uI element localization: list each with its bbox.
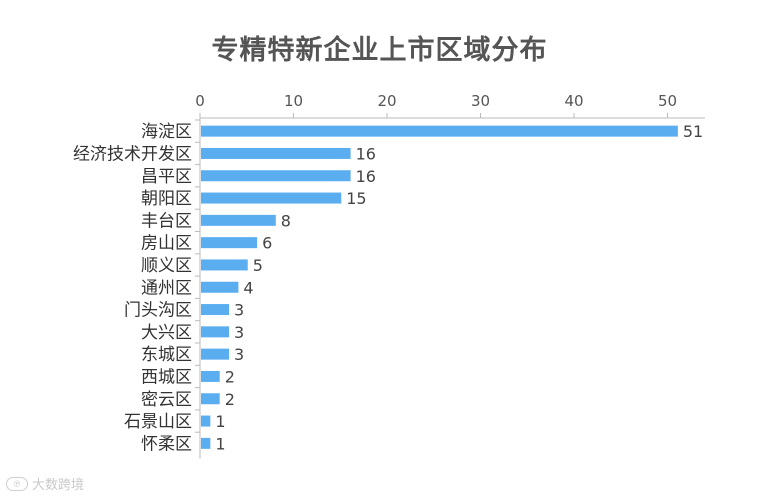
category-label: 大兴区 — [141, 323, 192, 343]
data-label: 4 — [243, 278, 253, 297]
watermark: ℗ 大数跨境 — [6, 474, 84, 493]
chart-title: 专精特新企业上市区域分布 — [211, 35, 548, 66]
bar — [201, 370, 220, 382]
data-label: 16 — [356, 144, 376, 163]
data-label: 51 — [683, 122, 703, 141]
bar — [201, 237, 258, 249]
x-tick-label: 50 — [658, 92, 677, 110]
data-label: 6 — [262, 234, 272, 253]
category-label: 怀柔区 — [141, 434, 192, 454]
bar — [201, 348, 230, 360]
bar — [201, 393, 220, 405]
data-label: 3 — [234, 301, 244, 320]
data-label: 3 — [234, 323, 244, 342]
watermark-text: 大数跨境 — [32, 478, 85, 493]
category-label: 昌平区 — [141, 167, 192, 187]
category-label: 密云区 — [141, 390, 192, 410]
bar — [201, 304, 230, 316]
category-label: 门头沟区 — [124, 301, 192, 321]
data-label: 1 — [215, 412, 225, 431]
category-label: 石景山区 — [124, 412, 192, 432]
data-label: 2 — [225, 367, 235, 386]
category-label: 朝阳区 — [141, 189, 192, 209]
data-label: 1 — [215, 434, 225, 453]
category-label: 经济技术开发区 — [73, 144, 192, 164]
data-label: 2 — [225, 390, 235, 409]
bar — [201, 147, 351, 159]
bar — [201, 192, 342, 204]
category-label: 西城区 — [141, 367, 192, 387]
bar — [201, 415, 211, 427]
brand-logo-icon: ℗ — [6, 476, 28, 491]
x-tick-label: 20 — [377, 92, 396, 110]
bar — [201, 214, 276, 226]
bar — [201, 437, 211, 449]
bar — [201, 125, 678, 137]
x-tick-label: 10 — [284, 92, 303, 110]
category-label: 丰台区 — [141, 211, 192, 231]
x-tick-label: 30 — [471, 92, 490, 110]
bar — [201, 326, 230, 338]
category-label: 海淀区 — [141, 122, 192, 142]
category-label: 顺义区 — [141, 256, 192, 276]
bar — [201, 170, 351, 182]
data-label: 5 — [253, 256, 263, 275]
data-label: 16 — [356, 167, 376, 186]
bar — [201, 281, 239, 293]
bar — [201, 259, 248, 271]
data-label: 15 — [346, 189, 366, 208]
category-label: 东城区 — [141, 345, 192, 365]
data-label: 8 — [281, 211, 291, 230]
data-label: 3 — [234, 345, 244, 364]
category-label: 房山区 — [141, 234, 192, 254]
x-tick-label: 0 — [195, 92, 205, 110]
category-label: 通州区 — [141, 278, 192, 298]
x-tick-label: 40 — [564, 92, 583, 110]
